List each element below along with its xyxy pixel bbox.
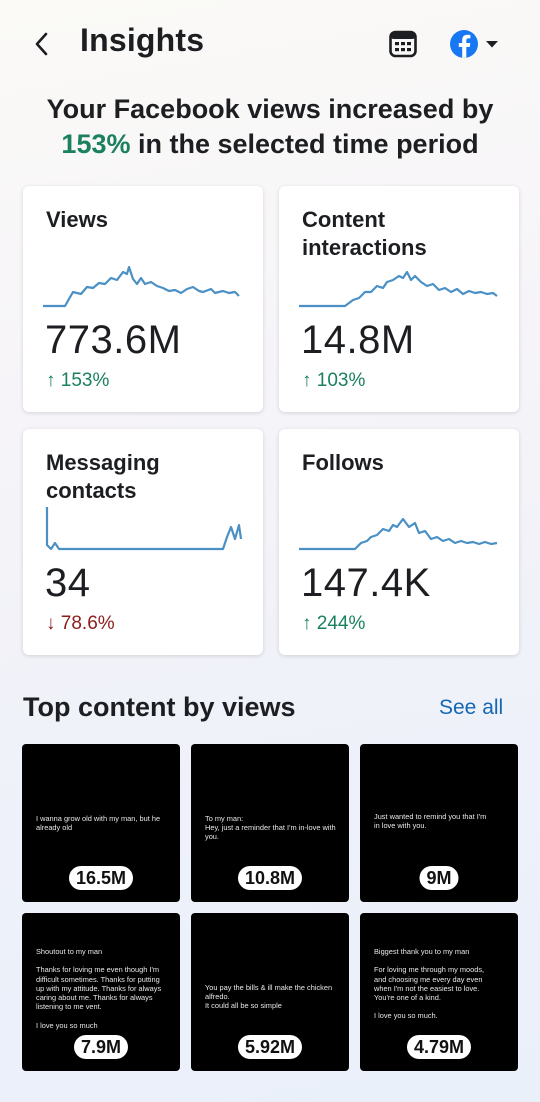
account-switcher-button[interactable] [448, 26, 508, 62]
metric-value: 147.4K [301, 561, 431, 605]
metric-title: Messaging contacts [46, 450, 160, 503]
top-content-item[interactable]: Just wanted to remind you that I'm in lo… [360, 744, 518, 902]
views-badge: 9M [419, 866, 459, 890]
metric-title: Content interactions [302, 207, 427, 260]
page-title: Insights [80, 22, 205, 58]
metric-title: Follows [302, 450, 384, 475]
metric-card-content-interactions[interactable]: Content interactions 14.8M ↑ 103% [279, 186, 519, 412]
post-text: Just wanted to remind you that I'm in lo… [374, 812, 487, 831]
headline-rest: in the selected time period [130, 129, 479, 159]
metric-card-messaging-contacts[interactable]: Messaging contacts 34 ↓ 78.6% [23, 429, 263, 655]
see-all-link[interactable]: See all [439, 696, 504, 719]
arrow-down-icon: ↓ [46, 613, 56, 634]
top-content-title: Top content by views [23, 692, 296, 722]
post-text: Biggest thank you to my man For loving m… [374, 947, 485, 1021]
messaging-contacts-sparkline [45, 507, 243, 551]
top-content-item[interactable]: Shoutout to my man Thanks for loving me … [22, 913, 180, 1071]
caret-down-icon [486, 41, 498, 48]
summary-headline: Your Facebook views increased by 153% in… [0, 92, 540, 162]
metric-value: 773.6M [45, 318, 182, 362]
top-content-item[interactable]: Biggest thank you to my man For loving m… [360, 913, 518, 1071]
post-text: To my man: Hey, just a reminder that I'm… [205, 814, 336, 842]
views-badge: 7.9M [73, 1035, 129, 1059]
calendar-icon [389, 30, 417, 58]
metric-value: 34 [45, 561, 91, 605]
post-text: You pay the bills & ill make the chicken… [205, 983, 333, 1011]
arrow-up-icon: ↑ [302, 613, 312, 634]
headline-percent: 153% [61, 129, 131, 159]
back-arrow-icon [35, 32, 48, 56]
top-content-item[interactable]: I wanna grow old with my man, but he alr… [22, 744, 180, 902]
content-interactions-sparkline [299, 270, 498, 308]
top-bar: Insights [0, 0, 540, 90]
arrow-up-icon: ↑ [46, 370, 56, 391]
metric-card-follows[interactable]: Follows 147.4K ↑ 244% [279, 429, 519, 655]
views-badge: 4.79M [406, 1035, 472, 1059]
top-content-item[interactable]: To my man: Hey, just a reminder that I'm… [191, 744, 349, 902]
views-sparkline [43, 265, 240, 308]
metric-change: ↑ 103% [302, 370, 366, 391]
calendar-button[interactable] [388, 29, 418, 59]
views-badge: 5.92M [237, 1035, 303, 1059]
headline-line-1: Your Facebook views increased by [46, 94, 494, 124]
views-badge: 16.5M [68, 866, 134, 890]
metric-change: ↓ 78.6% [46, 613, 115, 634]
back-button[interactable] [28, 26, 58, 62]
headline-line-2: 153% in the selected time period [0, 127, 540, 162]
views-badge: 10.8M [237, 866, 303, 890]
facebook-icon [450, 30, 478, 58]
metric-change: ↑ 153% [46, 370, 110, 391]
arrow-up-icon: ↑ [302, 370, 312, 391]
metric-value: 14.8M [301, 318, 415, 362]
metric-title: Views [46, 207, 108, 232]
post-text: Shoutout to my man Thanks for loving me … [36, 947, 162, 1030]
follows-sparkline [299, 517, 498, 551]
post-text: I wanna grow old with my man, but he alr… [36, 814, 161, 833]
top-content-item[interactable]: You pay the bills & ill make the chicken… [191, 913, 349, 1071]
metric-card-views[interactable]: Views 773.6M ↑ 153% [23, 186, 263, 412]
metric-change: ↑ 244% [302, 613, 366, 634]
